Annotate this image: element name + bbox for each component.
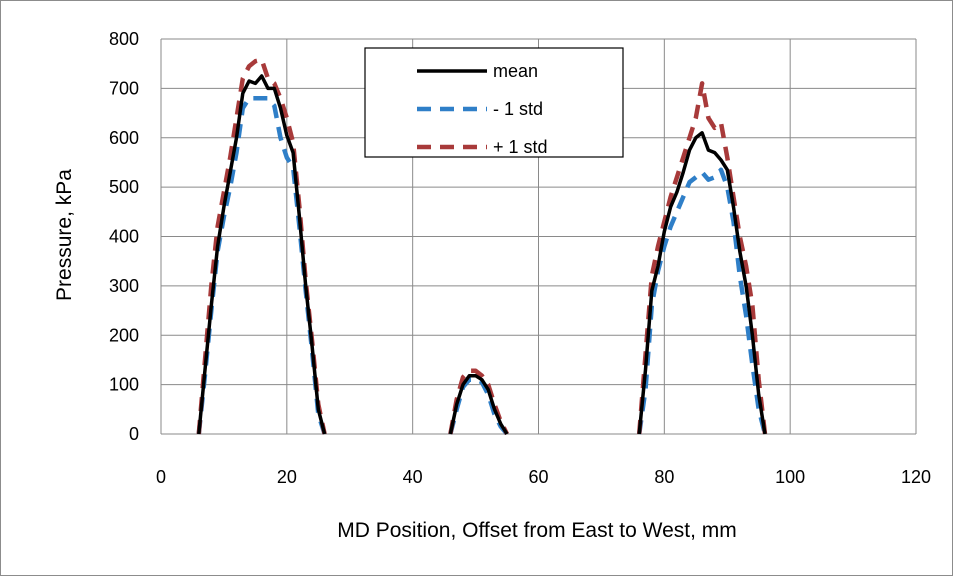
legend-label: + 1 std: [493, 137, 548, 157]
x-axis-title: MD Position, Offset from East to West, m…: [337, 519, 737, 542]
y-axis-title: Pressure, kPa: [53, 169, 76, 301]
y-tick-label: 800: [109, 29, 139, 49]
legend: mean - 1 std + 1 std: [364, 47, 624, 158]
y-tick-label: 200: [109, 325, 139, 345]
series-layer: [196, 57, 768, 436]
x-tick-label: 120: [901, 467, 931, 487]
y-tick-label: 700: [109, 78, 139, 98]
legend-label: - 1 std: [493, 99, 543, 119]
legend-label: mean: [493, 61, 538, 81]
y-tick-label: 300: [109, 276, 139, 296]
series-line-2-segment-0: [196, 57, 327, 435]
series-line-2-segment-2: [636, 81, 768, 435]
series-line-0-segment-0: [197, 74, 327, 435]
x-tick-label: 60: [528, 467, 548, 487]
x-tick-label: 0: [156, 467, 166, 487]
series-line-0-segment-1: [448, 373, 509, 435]
x-tick-label: 40: [403, 467, 423, 487]
x-tick-label: 80: [654, 467, 674, 487]
y-tick-label: 500: [109, 177, 139, 197]
series-line-0-segment-2: [637, 131, 767, 435]
y-tick-label: 0: [129, 424, 139, 444]
x-tick-label: 20: [277, 467, 297, 487]
legend-box: [364, 47, 624, 158]
y-tick-label: 400: [109, 227, 139, 247]
series-line-1-segment-2: [636, 167, 768, 435]
x-tick-label: 100: [775, 467, 805, 487]
y-tick-label: 100: [109, 375, 139, 395]
y-tick-label: 600: [109, 128, 139, 148]
tick-labels: 0 100 200 300 400 500 600 700 800 0 20 40 60 80 100 120: [109, 29, 931, 487]
